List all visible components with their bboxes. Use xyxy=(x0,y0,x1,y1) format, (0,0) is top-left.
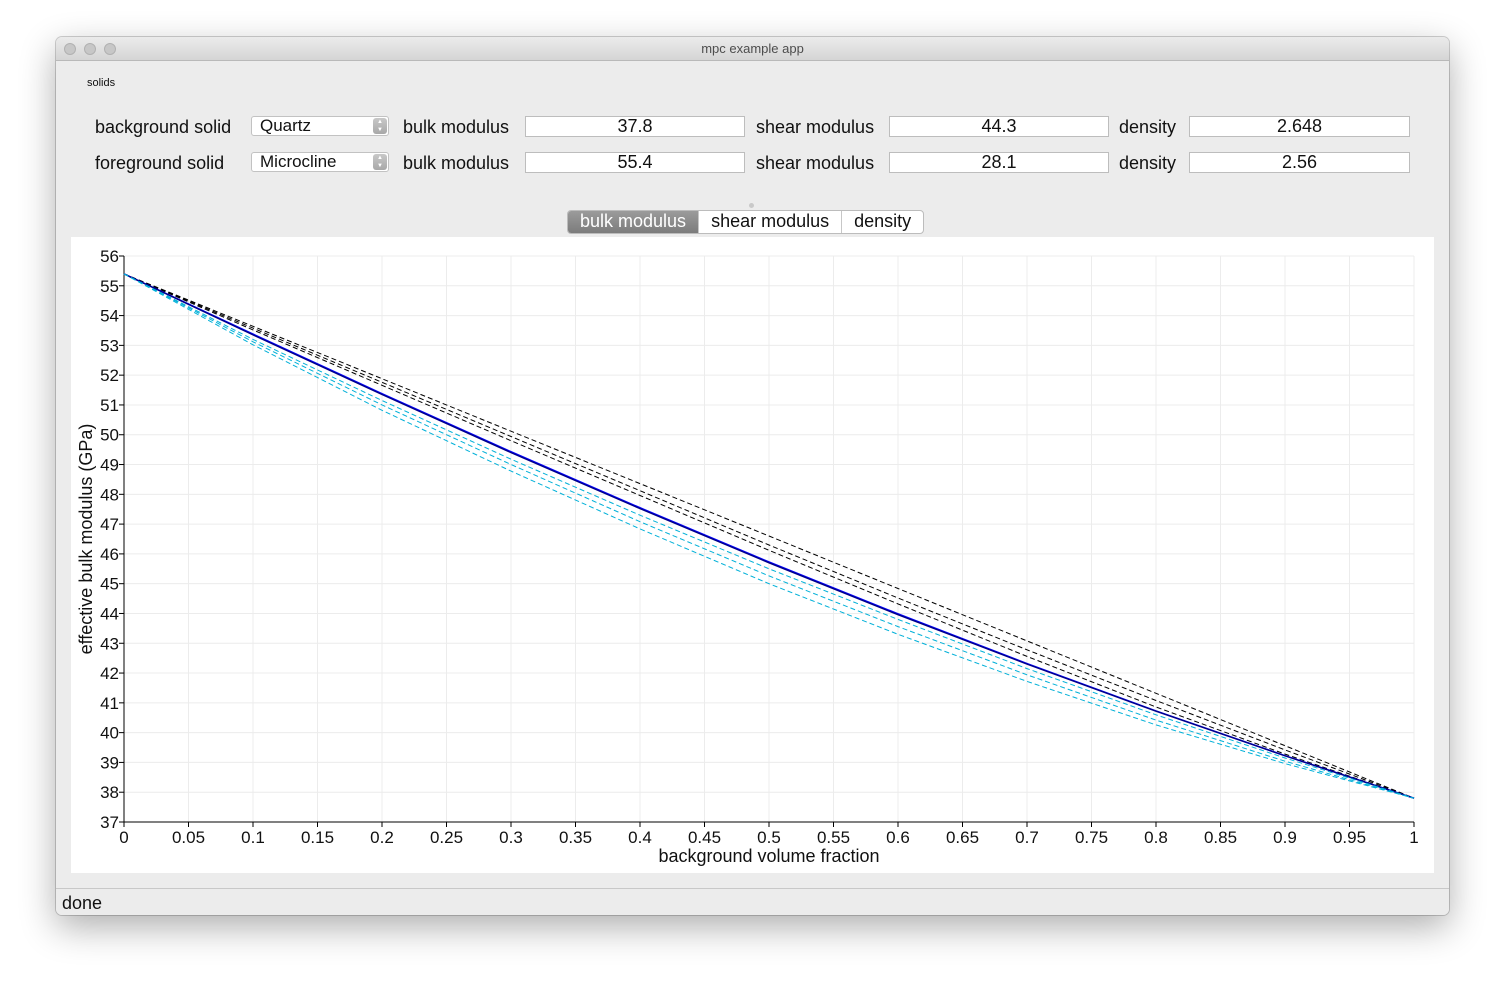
foreground-solid-value: Microcline xyxy=(260,152,337,171)
x-tick-label: 0.55 xyxy=(817,828,850,847)
x-tick-label: 0.75 xyxy=(1075,828,1108,847)
x-tick-label: 0.7 xyxy=(1015,828,1039,847)
bulk-modulus-chart: 0 0.05 0.1 0.15 0.2 0.25 0.3 0.35 0.4 0.45 0.5 0.55… xyxy=(76,247,1419,866)
y-tick-label: 42 xyxy=(100,664,119,683)
y-tick-label: 47 xyxy=(100,515,119,534)
y-tick-label: 48 xyxy=(100,485,119,504)
y-tick-label: 50 xyxy=(100,426,119,445)
x-tick-label: 0.95 xyxy=(1333,828,1366,847)
x-tick-label: 0.35 xyxy=(559,828,592,847)
minimize-window-icon[interactable] xyxy=(84,43,96,55)
y-tick-label: 37 xyxy=(100,813,119,832)
series-line-5 xyxy=(123,273,1415,799)
series-line-2 xyxy=(123,273,1415,799)
status-bar: done xyxy=(56,888,1449,915)
y-tick-label: 53 xyxy=(100,336,119,355)
y-tick-label: 43 xyxy=(100,634,119,653)
close-window-icon[interactable] xyxy=(64,43,76,55)
title-bar: mpc example app xyxy=(56,37,1449,61)
foreground-bulk-modulus-field[interactable]: 55.4 xyxy=(525,152,745,173)
x-tick-label: 0.05 xyxy=(172,828,205,847)
series-line-3 xyxy=(123,273,1415,799)
foreground-shear-modulus-field[interactable]: 28.1 xyxy=(889,152,1109,173)
x-tick-label: 0 xyxy=(119,828,128,847)
window-title: mpc example app xyxy=(701,41,804,56)
x-tick-label: 0.4 xyxy=(628,828,652,847)
status-text: done xyxy=(62,893,103,913)
y-tick-label: 52 xyxy=(100,366,119,385)
x-tick-label: 0.15 xyxy=(301,828,334,847)
y-tick-label: 56 xyxy=(100,247,119,266)
x-tick-label: 0.9 xyxy=(1273,828,1297,847)
foreground-shear-modulus-label: shear modulus xyxy=(756,153,875,173)
foreground-solid-select[interactable]: Microcline ▲ ▼ xyxy=(251,152,389,172)
series-line-6 xyxy=(123,273,1415,799)
background-density-field[interactable]: 2.648 xyxy=(1189,116,1410,137)
background-shear-modulus-field[interactable]: 44.3 xyxy=(889,116,1109,137)
x-tick-label: 0.2 xyxy=(370,828,394,847)
y-tick-label: 40 xyxy=(100,724,119,743)
y-axis-title: effective bulk modulus (GPa) xyxy=(76,424,96,655)
series-line-7 xyxy=(123,273,1415,799)
foreground-density-label: density xyxy=(1119,153,1177,173)
series-line-1 xyxy=(123,273,1415,799)
foreground-density-field[interactable]: 2.56 xyxy=(1189,152,1410,173)
y-tick-label: 54 xyxy=(100,307,119,326)
x-tick-label: 0.65 xyxy=(946,828,979,847)
background-solid-value: Quartz xyxy=(260,116,312,135)
zoom-window-icon[interactable] xyxy=(104,43,116,55)
splitter-handle[interactable] xyxy=(749,203,754,208)
updown-arrows-icon: ▲ ▼ xyxy=(373,154,387,170)
background-bulk-modulus-label: bulk modulus xyxy=(403,117,510,137)
x-tick-label: 0.45 xyxy=(688,828,721,847)
x-tick-label: 0.3 xyxy=(499,828,523,847)
background-density-label: density xyxy=(1119,117,1177,137)
y-tick-label: 45 xyxy=(100,575,119,594)
y-tick-label: 39 xyxy=(100,753,119,772)
plot-tabs: bulk modulus shear modulus density xyxy=(567,210,925,234)
plot-area: 0 0.05 0.1 0.15 0.2 0.25 0.3 0.35 0.4 0.45 0.5 0.55… xyxy=(71,237,1434,873)
background-shear-modulus-label: shear modulus xyxy=(756,117,875,137)
x-tick-label: 0.1 xyxy=(241,828,265,847)
foreground-bulk-modulus-label: bulk modulus xyxy=(403,153,510,173)
tab-shear-modulus[interactable]: shear modulus xyxy=(698,211,841,233)
y-tick-label: 49 xyxy=(100,456,119,475)
background-bulk-modulus-field[interactable]: 37.8 xyxy=(525,116,745,137)
background-solid-label: background solid xyxy=(95,117,232,137)
x-tick-label: 0.85 xyxy=(1204,828,1237,847)
y-tick-label: 51 xyxy=(100,396,119,415)
updown-arrows-icon: ▲ ▼ xyxy=(373,118,387,134)
y-tick-label: 46 xyxy=(100,545,119,564)
x-tick-label: 0.8 xyxy=(1144,828,1168,847)
x-tick-label: 0.5 xyxy=(757,828,781,847)
x-tick-label: 0.6 xyxy=(886,828,910,847)
x-tick-label: 0.25 xyxy=(430,828,463,847)
y-tick-label: 41 xyxy=(100,694,119,713)
y-tick-label: 44 xyxy=(100,604,119,623)
foreground-solid-label: foreground solid xyxy=(95,153,225,173)
app-window: mpc example app solids background solid … xyxy=(56,37,1449,915)
series-line-8 xyxy=(123,273,1415,799)
solids-group-label: solids xyxy=(87,77,116,89)
x-tick-label: 1 xyxy=(1409,828,1418,847)
y-tick-label: 38 xyxy=(100,783,119,802)
y-tick-label: 55 xyxy=(100,277,119,296)
tab-density[interactable]: density xyxy=(841,211,923,233)
tab-bulk-modulus[interactable]: bulk modulus xyxy=(568,211,699,233)
background-solid-select[interactable]: Quartz ▲ ▼ xyxy=(251,116,389,136)
x-axis-title: background volume fraction xyxy=(658,846,879,866)
